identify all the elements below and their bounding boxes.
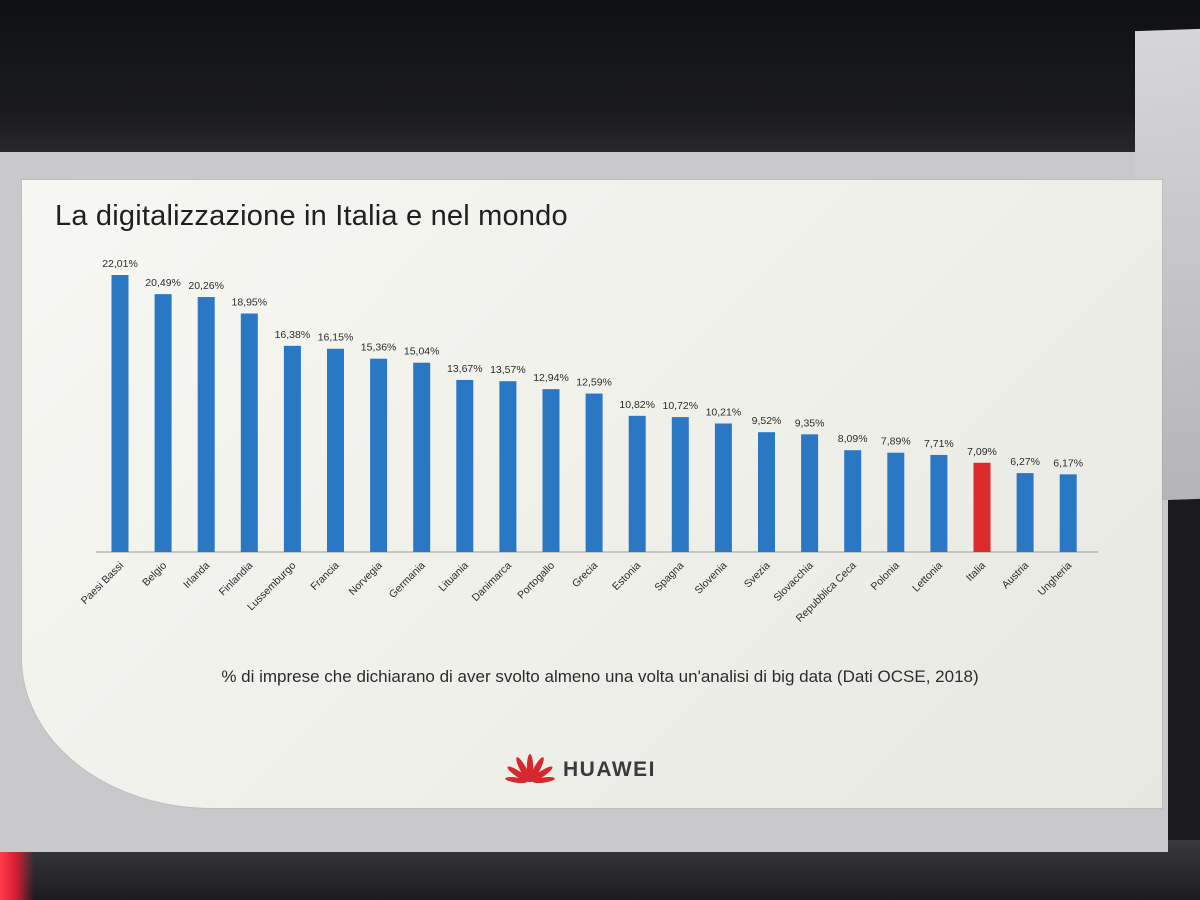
- data-label: 12,94%: [533, 372, 569, 384]
- data-label: 22,01%: [102, 258, 138, 270]
- data-label: 18,95%: [231, 297, 267, 309]
- data-label: 20,26%: [188, 280, 224, 292]
- bar-repubblica-ceca: [844, 450, 862, 552]
- bar-belgio: [154, 294, 172, 552]
- bar-spagna: [671, 417, 689, 552]
- data-label: 9,35%: [795, 417, 825, 429]
- brand-name: HUAWEI: [563, 758, 656, 781]
- x-tick-label: Spagna: [652, 560, 686, 594]
- slide-title: La digitalizzazione in Italia e nel mond…: [55, 200, 568, 232]
- x-tick-label: Lettonia: [910, 560, 945, 595]
- x-tick-label: Austria: [1000, 560, 1032, 592]
- data-label: 6,17%: [1053, 457, 1083, 469]
- x-tick-label: Danimarca: [470, 560, 514, 604]
- bar-germania: [413, 362, 431, 552]
- data-label: 10,21%: [706, 407, 742, 419]
- bar-lituania: [456, 379, 474, 552]
- x-tick-label: Estonia: [610, 560, 643, 593]
- data-label: 16,15%: [318, 332, 354, 344]
- x-tick-label: Germania: [387, 560, 428, 601]
- data-label: 15,36%: [361, 342, 397, 354]
- bar-lussemburgo: [283, 345, 301, 552]
- x-tick-label: Slovacchia: [771, 560, 816, 605]
- x-tick-label: Slovenia: [693, 560, 730, 597]
- x-tick-label: Norvegia: [347, 560, 385, 598]
- data-label: 16,38%: [275, 329, 311, 341]
- x-tick-label: Belgio: [140, 560, 169, 589]
- bar-paesi-bassi: [111, 275, 129, 552]
- data-label: 6,27%: [1010, 456, 1040, 468]
- x-tick-label: Grecia: [570, 560, 600, 590]
- data-label: 12,59%: [576, 377, 612, 389]
- data-label: 15,04%: [404, 346, 440, 358]
- chart-caption: % di imprese che dichiarano di aver svol…: [221, 667, 979, 686]
- bar-polonia: [887, 452, 905, 552]
- data-label: 9,52%: [752, 415, 782, 427]
- data-label: 8,09%: [838, 433, 868, 445]
- bar-austria: [1016, 473, 1034, 552]
- bar-portogallo: [542, 389, 560, 552]
- x-tick-label: Polonia: [869, 560, 902, 593]
- bar-finlandia: [240, 313, 258, 552]
- x-tick-label: Irlanda: [181, 560, 212, 591]
- room-background-top: [0, 0, 1200, 160]
- bar-slovenia: [714, 423, 732, 552]
- x-tick-label: Paesi Bassi: [79, 560, 126, 607]
- x-tick-label: Ungheria: [1036, 560, 1075, 599]
- x-tick-label: Svezia: [742, 560, 773, 591]
- bar-grecia: [585, 393, 603, 552]
- data-label: 13,67%: [447, 363, 483, 375]
- bar-ungheria: [1059, 474, 1077, 552]
- bar-danimarca: [499, 381, 517, 552]
- x-tick-label: Finlandia: [217, 560, 256, 599]
- bar-italia: [973, 462, 991, 552]
- data-label: 10,82%: [619, 399, 655, 411]
- x-tick-label: Francia: [308, 560, 341, 593]
- data-label: 7,71%: [924, 438, 954, 450]
- bar-estonia: [628, 415, 646, 552]
- bar-francia: [327, 348, 344, 552]
- x-tick-label: Portogallo: [515, 560, 557, 602]
- bar-lettonia: [930, 454, 948, 552]
- data-label: 20,49%: [145, 277, 181, 289]
- data-label: 13,57%: [490, 364, 526, 376]
- x-tick-label: Lituania: [436, 560, 471, 595]
- bar-svezia: [758, 432, 775, 552]
- x-tick-label: Italia: [964, 560, 988, 584]
- bar-norvegia: [370, 358, 388, 552]
- huawei-petals-icon: [505, 754, 555, 784]
- data-label: 10,72%: [662, 400, 698, 412]
- bar-irlanda: [197, 297, 215, 552]
- data-label: 7,89%: [881, 436, 911, 448]
- brand-logo: HUAWEI: [505, 752, 656, 788]
- bar-slovacchia: [801, 434, 819, 552]
- data-label: 7,09%: [967, 446, 997, 458]
